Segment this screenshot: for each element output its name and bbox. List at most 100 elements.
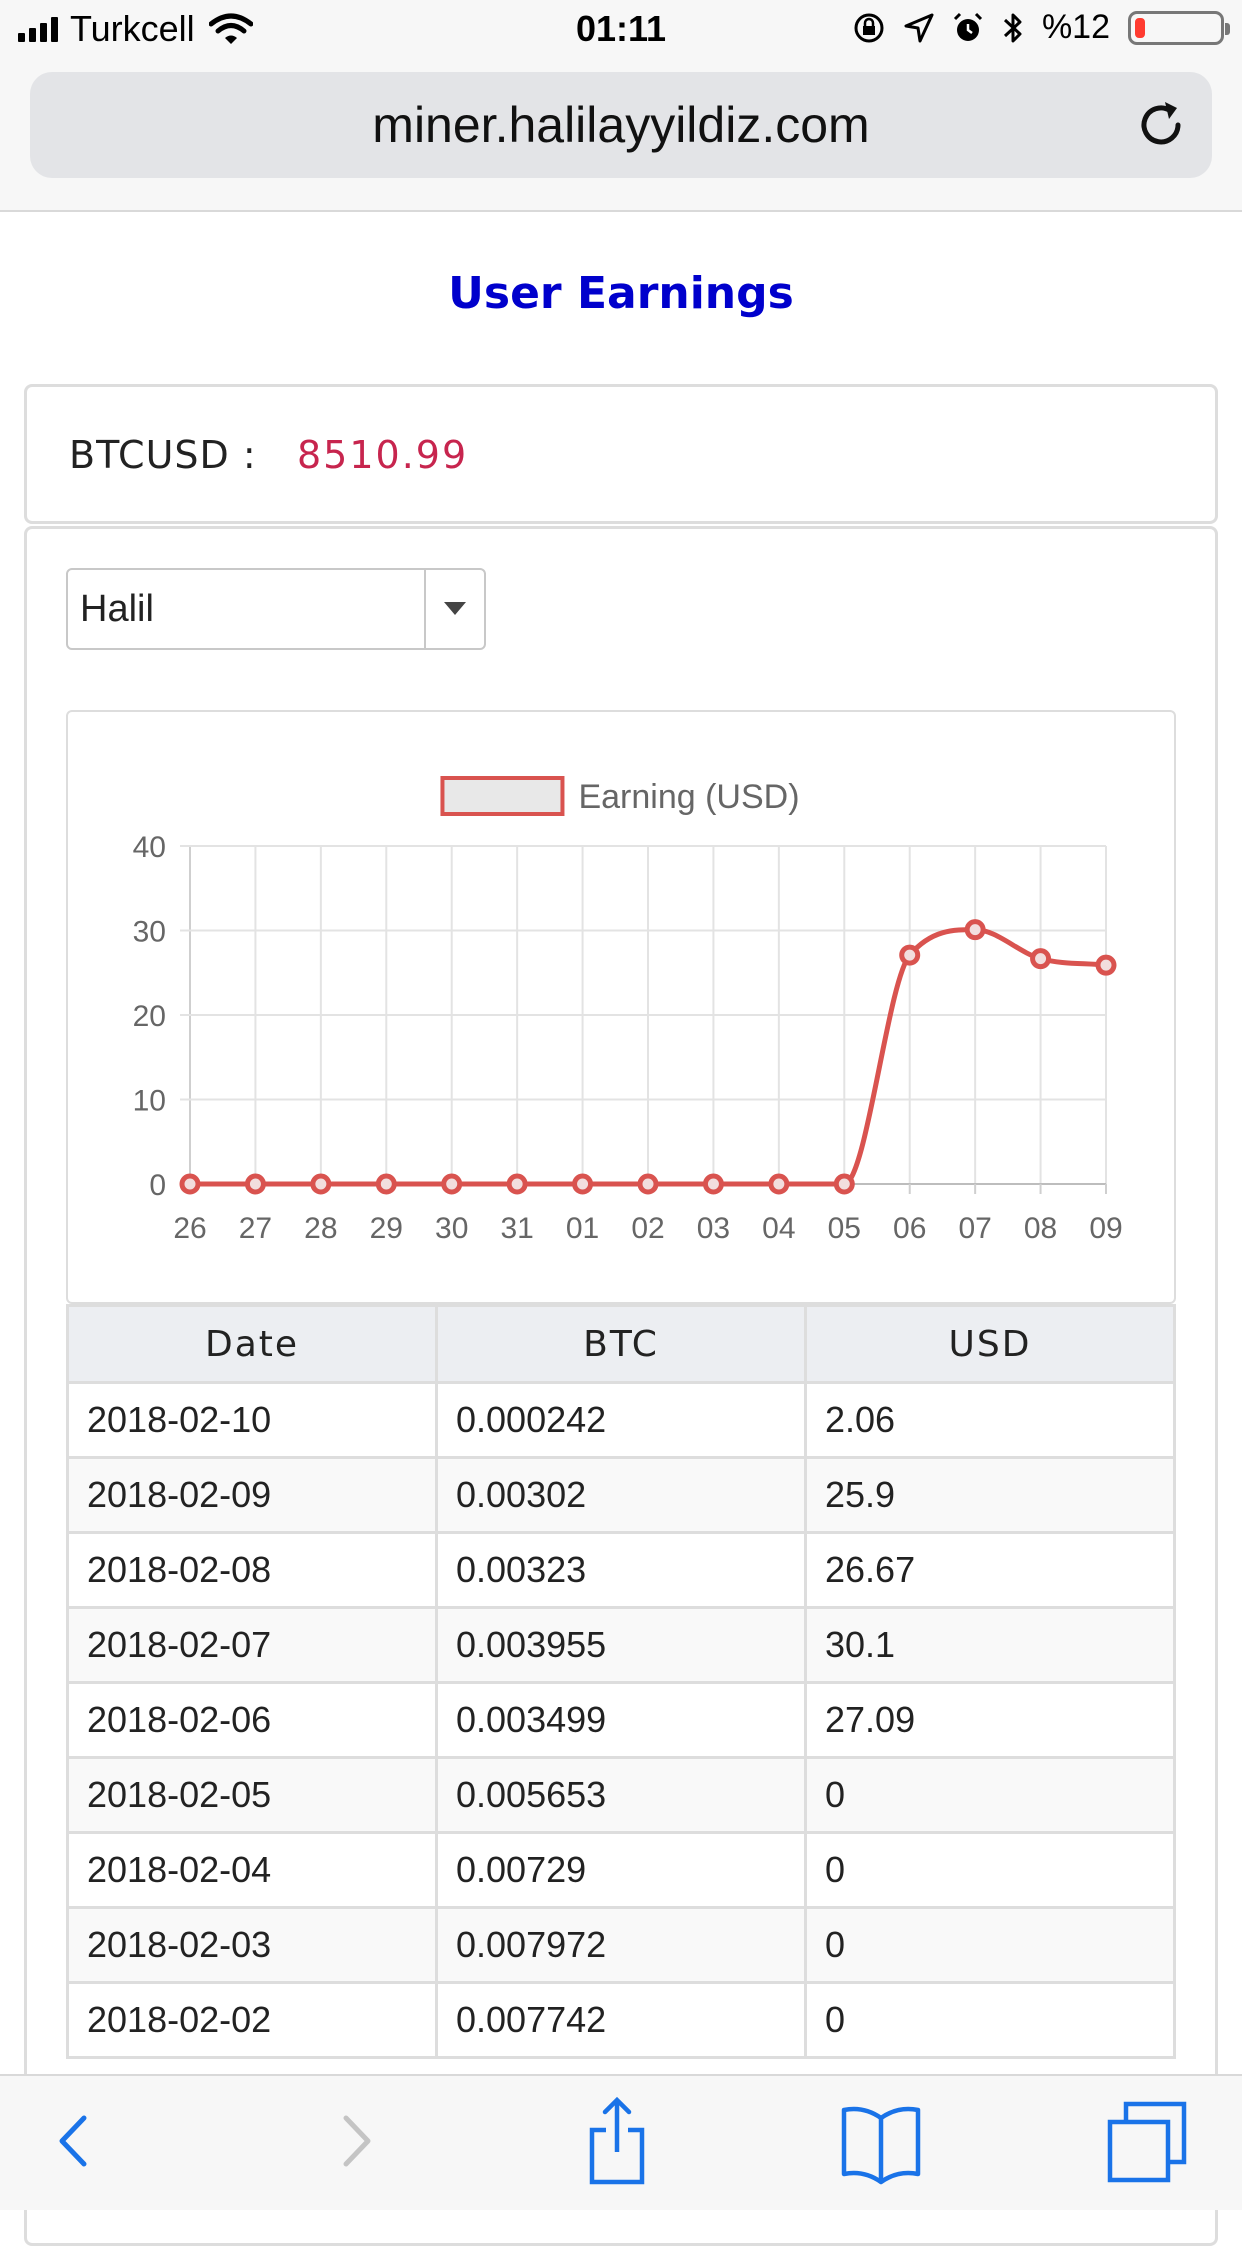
- status-left: Turkcell: [18, 8, 253, 50]
- y-tick-label: 40: [133, 831, 166, 864]
- back-icon[interactable]: [32, 2096, 122, 2186]
- data-point: [572, 1173, 594, 1195]
- share-icon[interactable]: [572, 2096, 662, 2186]
- browser-toolbar: [0, 2074, 1242, 2210]
- cell-usd: 30.1: [804, 1606, 1176, 1684]
- signal-icon: [18, 16, 58, 42]
- x-tick-label: 09: [1089, 1212, 1122, 1245]
- cell-btc: 0.003499: [435, 1681, 807, 1759]
- data-point: [899, 944, 921, 966]
- battery-level: [1135, 17, 1145, 38]
- x-tick-label: 07: [958, 1212, 991, 1245]
- user-select-value[interactable]: Halil: [80, 588, 154, 630]
- user-select[interactable]: Halil: [66, 568, 486, 650]
- earnings-table: Date BTC USD 2018-02-10 0.000242 2.06 2018-…: [66, 1304, 1176, 2059]
- y-tick-label: 20: [133, 1000, 166, 1033]
- cell-usd: 26.67: [804, 1531, 1176, 1609]
- x-tick-label: 08: [1024, 1212, 1057, 1245]
- cell-date: 2018-02-02: [66, 1981, 438, 2059]
- table-row: 2018-02-05 0.005653 0: [66, 1756, 1176, 1834]
- x-tick-label: 01: [566, 1212, 599, 1245]
- header-date[interactable]: Date: [66, 1304, 438, 1384]
- header-usd[interactable]: USD: [804, 1304, 1176, 1384]
- battery-percent: %12: [1041, 8, 1110, 46]
- data-point: [833, 1173, 855, 1195]
- rotation-lock-icon: [854, 13, 884, 42]
- cell-btc: 0.00323: [435, 1531, 807, 1609]
- data-point: [310, 1173, 332, 1195]
- cell-btc: 0.00729: [435, 1831, 807, 1909]
- battery-icon: [1128, 10, 1230, 45]
- table-header-row: Date BTC USD: [66, 1304, 1176, 1384]
- cell-usd: 25.9: [804, 1456, 1176, 1534]
- table-row: 2018-02-07 0.003955 30.1: [66, 1606, 1176, 1684]
- data-point: [375, 1173, 397, 1195]
- earnings-chart: 0 10 20 30 40 26 27 28 29 30 31 01 02 03 04 05 06 07 08 09 E…: [133, 776, 1123, 1245]
- table-row: 2018-02-06 0.003499 27.09: [66, 1681, 1176, 1759]
- chevron-down-icon[interactable]: [444, 602, 466, 615]
- x-tick-label: 27: [239, 1212, 272, 1245]
- cell-btc: 0.00302: [435, 1456, 807, 1534]
- x-tick-label: 29: [370, 1212, 403, 1245]
- carrier-name: Turkcell: [70, 8, 195, 49]
- earnings-table-wrap: Date BTC USD 2018-02-10 0.000242 2.06 2018-…: [66, 1304, 1176, 2059]
- y-tick-label: 30: [133, 916, 166, 949]
- status-right: %12: [852, 8, 1230, 47]
- cell-date: 2018-02-07: [66, 1606, 438, 1684]
- data-point: [964, 919, 986, 941]
- cell-usd: 0: [804, 1756, 1176, 1834]
- table-row: 2018-02-10 0.000242 2.06: [66, 1381, 1176, 1459]
- x-tick-label: 31: [500, 1212, 533, 1245]
- browser-header: miner.halilayyildiz.com: [0, 62, 1242, 212]
- cell-date: 2018-02-08: [66, 1531, 438, 1609]
- alarm-icon: [953, 12, 982, 41]
- data-point: [506, 1173, 528, 1195]
- cell-date: 2018-02-04: [66, 1831, 438, 1909]
- cell-usd: 2.06: [804, 1381, 1176, 1459]
- data-point: [244, 1173, 266, 1195]
- cell-date: 2018-02-10: [66, 1381, 438, 1459]
- select-divider: [424, 570, 426, 648]
- address-bar[interactable]: miner.halilayyildiz.com: [30, 72, 1212, 178]
- bookmarks-icon[interactable]: [836, 2096, 926, 2186]
- data-point: [637, 1173, 659, 1195]
- reload-icon[interactable]: [1132, 96, 1190, 154]
- cell-btc: 0.007972: [435, 1906, 807, 1984]
- cell-date: 2018-02-05: [66, 1756, 438, 1834]
- bluetooth-icon: [1003, 13, 1022, 42]
- data-point: [702, 1173, 724, 1195]
- btcusd-label: BTCUSD :: [69, 433, 257, 477]
- x-tick-label: 28: [304, 1212, 337, 1245]
- forward-icon[interactable]: [308, 2096, 398, 2186]
- data-point: [1030, 948, 1052, 970]
- table-row: 2018-02-03 0.007972 0: [66, 1906, 1176, 1984]
- data-point: [768, 1173, 790, 1195]
- cell-date: 2018-02-09: [66, 1456, 438, 1534]
- tabs-icon[interactable]: [1102, 2096, 1192, 2186]
- header-btc[interactable]: BTC: [435, 1304, 807, 1384]
- status-bar: Turkcell 01:11 %12: [0, 0, 1242, 62]
- table-row: 2018-02-09 0.00302 25.9: [66, 1456, 1176, 1534]
- x-tick-label: 30: [435, 1212, 468, 1245]
- legend-label: Earning (USD): [578, 778, 799, 816]
- cell-usd: 0: [804, 1906, 1176, 1984]
- x-tick-label: 06: [893, 1212, 926, 1245]
- cell-date: 2018-02-06: [66, 1681, 438, 1759]
- data-point: [441, 1173, 463, 1195]
- url-text[interactable]: miner.halilayyildiz.com: [372, 97, 870, 153]
- cell-usd: 0: [804, 1831, 1176, 1909]
- page-title: User Earnings: [448, 268, 794, 319]
- btcusd-card: BTCUSD : 8510.99: [24, 384, 1218, 524]
- y-tick-label: 10: [133, 1085, 166, 1118]
- series-line: [190, 927, 1107, 1187]
- table-row: 2018-02-02 0.007742 0: [66, 1981, 1176, 2059]
- x-tick-label: 03: [697, 1212, 730, 1245]
- table-row: 2018-02-08 0.00323 26.67: [66, 1531, 1176, 1609]
- cell-btc: 0.007742: [435, 1981, 807, 2059]
- chart-container: [66, 710, 1176, 1304]
- legend-swatch: [440, 776, 565, 816]
- cell-btc: 0.003955: [435, 1606, 807, 1684]
- wifi-icon: [208, 13, 253, 44]
- x-tick-label: 26: [173, 1212, 206, 1245]
- cell-date: 2018-02-03: [66, 1906, 438, 1984]
